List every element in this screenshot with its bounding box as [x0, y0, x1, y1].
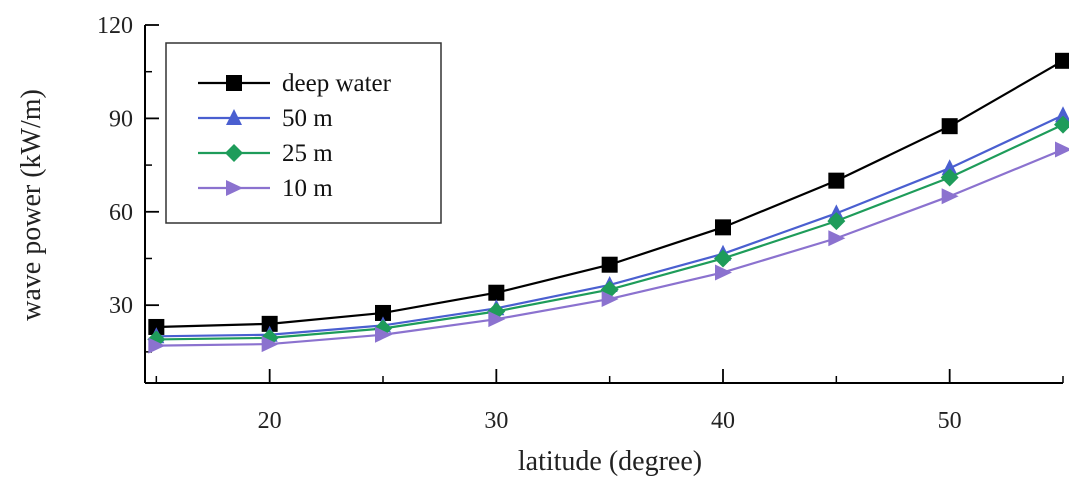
x-axis-title: latitude (degree) — [518, 446, 702, 477]
legend-marker — [226, 180, 243, 196]
legend-marker — [225, 144, 243, 162]
data-point — [148, 318, 165, 335]
data-point — [828, 230, 846, 247]
series-layer — [147, 52, 1069, 354]
data-point — [488, 284, 505, 301]
legend-marker — [226, 109, 242, 125]
y-tick-label: 60 — [109, 200, 133, 226]
data-point — [1055, 52, 1069, 69]
legend-box — [165, 42, 442, 224]
y-tick-label: 90 — [109, 106, 133, 132]
plot-frame — [144, 25, 1063, 384]
legend-marker — [226, 75, 242, 91]
data-point — [601, 290, 619, 307]
data-point — [828, 172, 845, 189]
data-point — [941, 118, 958, 135]
data-point — [375, 304, 391, 321]
data-point — [1054, 115, 1069, 134]
legend-label: 50 m — [282, 105, 333, 132]
data-point — [601, 256, 618, 273]
x-tick-label: 40 — [711, 408, 735, 434]
series-4 — [148, 141, 1069, 354]
legend: deep water 50 m 25 m 10 m — [165, 42, 442, 224]
data-point — [488, 311, 506, 328]
legend-label: 10 m — [282, 175, 333, 202]
y-tick-label: 120 — [97, 13, 133, 39]
data-point — [261, 315, 278, 332]
data-point — [714, 249, 732, 268]
data-point — [941, 188, 959, 205]
data-point — [1055, 141, 1069, 158]
y-axis: 30 60 90 120 — [97, 13, 159, 353]
data-point — [715, 219, 731, 236]
y-axis-title: wave power (kW/m) — [16, 89, 47, 321]
x-tick-label: 50 — [938, 408, 962, 434]
data-point — [715, 264, 732, 281]
data-point — [261, 336, 279, 353]
x-tick-label: 30 — [484, 408, 508, 434]
data-point — [827, 212, 846, 231]
data-point — [941, 159, 958, 176]
data-point — [940, 168, 959, 187]
series-1 — [148, 52, 1069, 335]
x-tick-label: 20 — [258, 408, 282, 434]
legend-label: 25 m — [282, 140, 333, 167]
data-point — [148, 337, 166, 354]
legend-label: deep water — [282, 70, 392, 97]
data-point — [375, 326, 392, 343]
x-axis: 20 30 40 50 — [155, 369, 1064, 434]
y-tick-label: 30 — [109, 293, 133, 319]
